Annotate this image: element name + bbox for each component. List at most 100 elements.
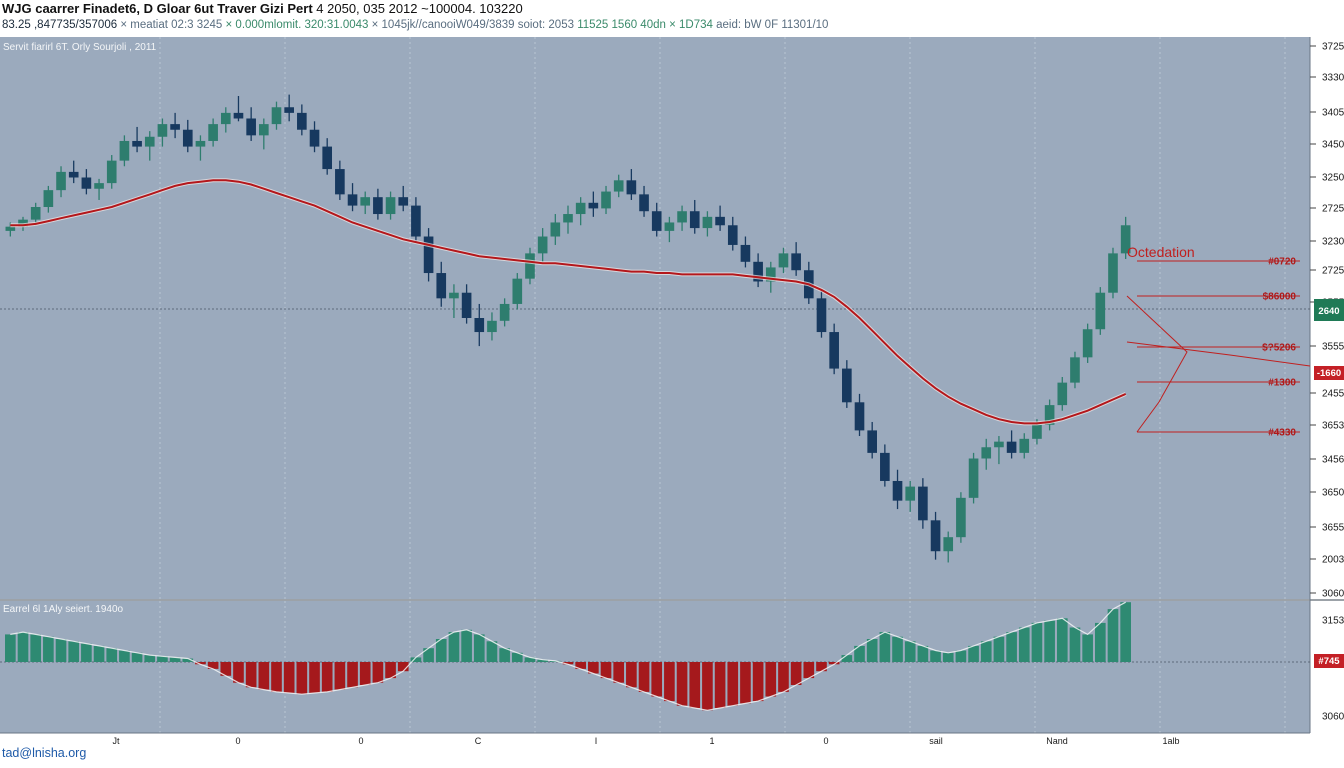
histogram-bar	[1107, 609, 1119, 662]
price-axis-tick-label: 3555	[1322, 342, 1344, 353]
histogram-bar	[676, 662, 688, 706]
candle-body	[106, 160, 117, 184]
time-axis-tick-label: 0	[235, 736, 240, 746]
histogram-bar	[81, 643, 92, 662]
histogram-bar	[1082, 634, 1093, 662]
candle-body	[68, 171, 79, 178]
neg-badge	[1314, 366, 1344, 380]
price-axis-tick-label: 2725	[1322, 266, 1344, 277]
main-pane-background[interactable]	[0, 37, 1310, 599]
histogram-bar	[613, 662, 625, 683]
histogram-bar	[727, 662, 739, 706]
histogram-bar	[17, 632, 29, 662]
histogram-outline	[10, 601, 1126, 711]
histogram-bar	[43, 636, 54, 662]
histogram-bar	[55, 639, 67, 662]
price-axis-tick-label: 3655	[1322, 523, 1344, 534]
header-stats-prefix: 83.25 ,847735/357006	[2, 19, 118, 31]
histogram-bar	[271, 662, 282, 692]
candle-body	[1095, 292, 1106, 330]
candle-body	[347, 194, 358, 206]
histogram-bar	[803, 662, 815, 679]
histogram-bar	[397, 662, 409, 672]
histogram-bar	[245, 662, 257, 688]
candle-body	[398, 197, 409, 206]
source-link[interactable]: tad@lnisha.org	[2, 746, 87, 760]
candle-body	[30, 207, 41, 220]
histogram-bar	[5, 634, 16, 662]
histogram-bar	[321, 662, 333, 692]
candle-body	[423, 236, 434, 274]
histogram-bar	[841, 655, 853, 662]
candle-body	[1057, 382, 1068, 406]
histogram-bar	[930, 650, 941, 662]
price-axis-tick-label: 3250	[1322, 173, 1344, 184]
histogram-bar	[106, 648, 118, 662]
header-title: WJG caarrer Finadet6, D Gloar 6ut Traver…	[2, 1, 313, 16]
candle-body	[487, 320, 497, 333]
candle-body	[727, 225, 738, 245]
histogram-bar	[385, 662, 396, 679]
candle-body	[81, 177, 92, 189]
candle-body	[157, 124, 168, 137]
candle-body	[360, 197, 371, 206]
histogram-bar	[195, 662, 206, 665]
candle-body	[119, 140, 130, 161]
histogram-bar	[258, 662, 270, 690]
price-axis-tick-label: 2725	[1322, 204, 1344, 215]
main-pane-title: Servit fiarirl 6T. Orly Sourjoli , 2011	[3, 42, 157, 53]
candle-body	[1108, 253, 1118, 293]
histogram-bar	[1031, 622, 1043, 662]
header-stat: soiot: 2053	[517, 19, 574, 31]
annotation-level-label: #1300	[1268, 378, 1296, 389]
candle-body	[994, 441, 1004, 448]
candle-body	[791, 253, 801, 271]
candle-body	[829, 332, 839, 369]
histogram-bar	[157, 656, 168, 662]
histogram-bar	[790, 662, 802, 685]
candle-body	[563, 214, 573, 223]
candle-body	[1044, 405, 1055, 425]
annotation-title: Octedation	[1127, 244, 1195, 260]
candle-body	[981, 447, 992, 459]
histogram-bar	[511, 652, 523, 662]
histogram-bar	[423, 648, 434, 662]
candle-body	[905, 486, 916, 501]
candle-body	[499, 303, 510, 321]
candle-body	[816, 298, 827, 333]
histogram-bar	[309, 662, 320, 694]
histogram-bar	[220, 662, 232, 676]
candle-body	[842, 368, 852, 403]
header-stat: × 1D734	[669, 19, 713, 31]
candle-body	[956, 497, 966, 538]
candle-body	[18, 219, 28, 227]
candle-body	[309, 129, 320, 147]
histogram-bar	[144, 655, 156, 662]
histogram-bar	[816, 662, 827, 672]
neg-badge-label: -1660	[1317, 368, 1341, 379]
histogram-bar	[638, 662, 650, 692]
histogram-bar	[752, 662, 764, 702]
annotation-level-label: $86000	[1263, 292, 1297, 303]
candle-body	[677, 211, 687, 223]
histogram-bar	[588, 662, 599, 674]
annotation-trend-line	[1126, 341, 1311, 367]
candle-body	[601, 191, 611, 209]
candle-body	[246, 118, 256, 136]
annotation-connector	[1126, 295, 1188, 433]
histogram-bar	[1094, 622, 1106, 662]
histogram-bar	[207, 662, 219, 669]
histogram-bar	[1056, 618, 1068, 662]
candle-body	[689, 211, 700, 229]
histogram-bar	[993, 636, 1005, 662]
time-axis-tick-label: sail	[929, 736, 943, 746]
time-axis[interactable]: Jt 0 0 C I 1 0 sail Nand 1alb	[112, 736, 1179, 746]
histogram-bar	[1006, 632, 1017, 662]
histogram-bar	[537, 659, 548, 662]
price-badge	[1314, 299, 1344, 321]
candle-body	[740, 244, 751, 262]
histogram-bar	[765, 662, 777, 697]
price-axis-tick-label: 3450	[1322, 140, 1344, 151]
